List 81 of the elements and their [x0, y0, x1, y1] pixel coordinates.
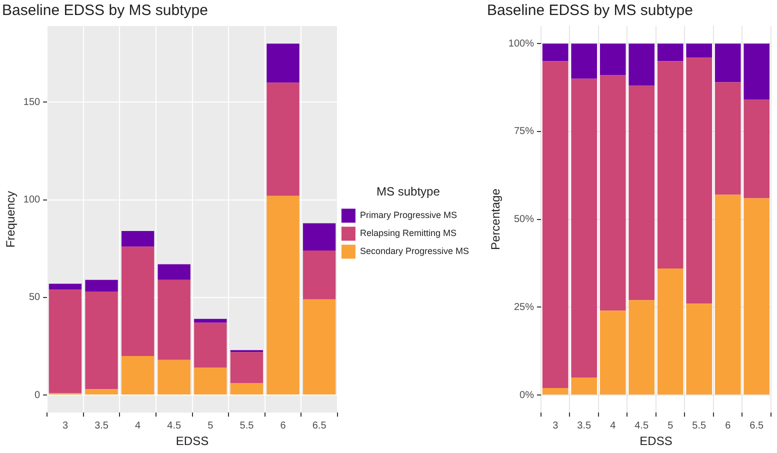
bar	[600, 310, 626, 395]
x-tick-label: 6.5	[750, 420, 764, 432]
bar	[714, 82, 741, 195]
bar	[194, 368, 227, 395]
bar	[230, 383, 264, 395]
y-tick-label: 0	[34, 390, 41, 401]
bar	[302, 223, 336, 251]
bar	[48, 284, 82, 290]
bar	[85, 292, 118, 390]
bar	[158, 360, 190, 395]
x-tick-label: 3	[62, 420, 68, 432]
bar	[542, 388, 568, 395]
x-tick-label: 3.5	[94, 420, 109, 432]
bar	[121, 356, 154, 395]
bar	[48, 290, 82, 394]
legend-label: Secondary Progressive MS	[360, 246, 469, 256]
x-tick-label: 4.5	[167, 420, 182, 432]
bar	[158, 264, 190, 280]
y-tick-label: 50	[28, 292, 41, 304]
x-tick-label: 6.5	[312, 420, 327, 432]
y-tick-label: 75%	[514, 126, 534, 138]
bar	[302, 250, 336, 300]
x-tick-label: 4.5	[634, 420, 649, 432]
x-tick-label: 3.5	[577, 420, 592, 432]
legend-label: Primary Progressive MS	[360, 210, 457, 220]
x-tick-label: 3	[552, 420, 559, 432]
bar	[121, 231, 154, 247]
y-tick-label: 150	[23, 96, 41, 108]
bar	[744, 44, 770, 100]
y-axis-title: Percentage	[488, 188, 503, 250]
y-axis-title: Frequency	[4, 190, 18, 248]
legend-label: Relapsing Remitting MS	[360, 228, 456, 238]
bar	[571, 78, 598, 378]
bar	[686, 44, 712, 58]
bar	[657, 268, 684, 395]
bar	[714, 44, 741, 82]
bar	[121, 246, 154, 356]
bar	[744, 100, 770, 198]
bar	[657, 61, 684, 269]
bar	[230, 352, 264, 384]
y-tick-label: 100%	[508, 38, 534, 50]
bar	[628, 86, 655, 300]
bar	[194, 322, 227, 368]
bar	[266, 196, 300, 395]
x-tick-label: 4	[135, 420, 142, 432]
chart-title: Baseline EDSS by MS subtype	[487, 2, 693, 20]
bar	[266, 44, 300, 83]
x-tick-label: 6	[725, 420, 732, 432]
x-tick-label: 6	[280, 420, 286, 432]
x-tick-label: 5.5	[240, 420, 254, 432]
bar	[628, 300, 655, 395]
bar	[158, 280, 190, 360]
y-tick-label: 25%	[514, 302, 534, 313]
bar	[85, 280, 118, 292]
bar	[542, 61, 568, 388]
y-tick-label: 50%	[514, 214, 534, 226]
bar	[571, 377, 598, 395]
legend-title: MS subtype	[376, 184, 440, 199]
bar	[571, 44, 598, 79]
bar	[542, 44, 568, 62]
x-tick-label: 4	[610, 420, 616, 432]
bar	[686, 304, 712, 395]
bar	[714, 194, 741, 395]
bar	[628, 44, 655, 86]
bar	[686, 58, 712, 304]
bar	[657, 44, 684, 62]
x-axis-title: EDSS	[176, 434, 209, 448]
x-axis-title: EDSS	[640, 434, 672, 448]
x-tick-label: 5	[208, 420, 214, 432]
x-tick-label: 5	[668, 420, 674, 432]
bar	[600, 75, 626, 311]
bar	[600, 44, 626, 76]
y-tick-label: 100	[23, 194, 41, 206]
chart-title: Baseline EDSS by MS subtype	[2, 2, 208, 20]
bar	[85, 389, 118, 395]
bar	[302, 299, 336, 395]
bar	[744, 198, 770, 395]
x-tick-label: 5.5	[692, 420, 707, 432]
bar	[194, 318, 227, 323]
y-tick-label: 0%	[520, 390, 534, 401]
bar	[266, 82, 300, 196]
